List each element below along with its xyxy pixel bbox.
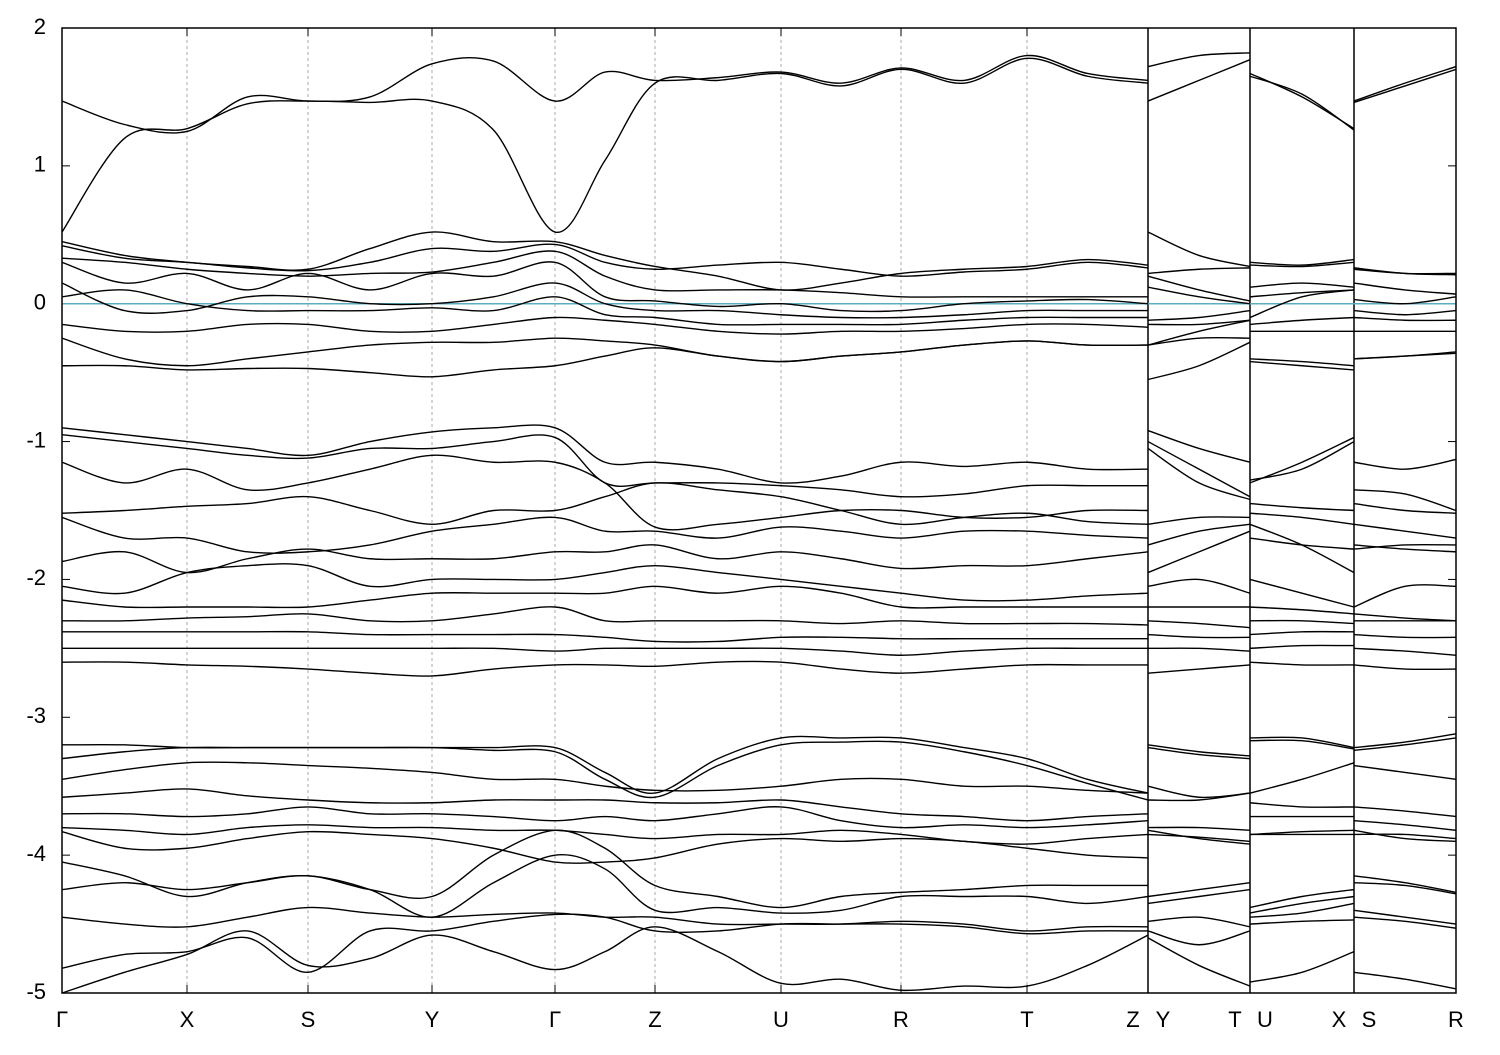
band bbox=[62, 424, 1456, 484]
band bbox=[62, 231, 1456, 291]
band bbox=[62, 737, 1456, 801]
band bbox=[62, 243, 1456, 277]
band bbox=[62, 806, 1456, 832]
band bbox=[62, 630, 1456, 643]
y-tick-label: 0 bbox=[34, 290, 46, 315]
x-tick-label: Γ bbox=[56, 1007, 68, 1032]
x-tick-label: R bbox=[1448, 1007, 1464, 1032]
x-tick-label: Y bbox=[425, 1007, 440, 1032]
band bbox=[62, 563, 1456, 608]
band bbox=[62, 523, 1456, 574]
x-tick-label: R bbox=[893, 1007, 909, 1032]
band bbox=[62, 606, 1456, 629]
y-tick-label: -4 bbox=[26, 841, 46, 866]
band bbox=[62, 788, 1456, 822]
x-tick-label: X bbox=[1332, 1007, 1347, 1032]
x-tick-label: U bbox=[773, 1007, 789, 1032]
band bbox=[62, 340, 1456, 381]
x-tick-label: Y bbox=[1156, 1007, 1171, 1032]
band bbox=[62, 644, 1456, 656]
x-tick-label: U bbox=[1257, 1007, 1273, 1032]
plot-frame bbox=[61, 27, 1457, 994]
y-tick-label: -1 bbox=[26, 427, 46, 452]
y-tick-label: 1 bbox=[34, 152, 46, 177]
band bbox=[62, 482, 1456, 539]
x-tick-label: T bbox=[1228, 1007, 1241, 1032]
x-tick-label: Z bbox=[648, 1007, 661, 1032]
x-tick-label: Z bbox=[1126, 1007, 1139, 1032]
x-tick-label: Γ bbox=[549, 1007, 561, 1032]
band bbox=[62, 282, 1456, 321]
band bbox=[62, 926, 1456, 993]
band bbox=[62, 447, 1456, 531]
y-tick-label: 2 bbox=[34, 14, 46, 39]
y-tick-label: -5 bbox=[26, 979, 46, 1004]
band bbox=[62, 316, 1456, 346]
band bbox=[62, 516, 1456, 554]
band bbox=[62, 913, 1456, 974]
band bbox=[62, 289, 1456, 326]
band bbox=[62, 585, 1456, 622]
band bbox=[62, 250, 1456, 302]
band bbox=[62, 853, 1456, 918]
band bbox=[62, 261, 1456, 313]
band bbox=[62, 52, 1456, 134]
y-tick-label: -3 bbox=[26, 703, 46, 728]
x-tick-label: S bbox=[1362, 1007, 1377, 1032]
x-tick-label: X bbox=[180, 1007, 195, 1032]
band bbox=[62, 829, 1456, 864]
band bbox=[62, 57, 1456, 233]
x-tick-label: S bbox=[301, 1007, 316, 1032]
bands bbox=[62, 52, 1456, 993]
band bbox=[62, 733, 1456, 794]
band bbox=[62, 660, 1456, 677]
band bbox=[62, 829, 1456, 909]
x-tick-label: T bbox=[1020, 1007, 1033, 1032]
band bbox=[62, 336, 1456, 367]
band bbox=[62, 824, 1456, 845]
y-tick-label: -2 bbox=[26, 565, 46, 590]
band bbox=[62, 761, 1456, 799]
